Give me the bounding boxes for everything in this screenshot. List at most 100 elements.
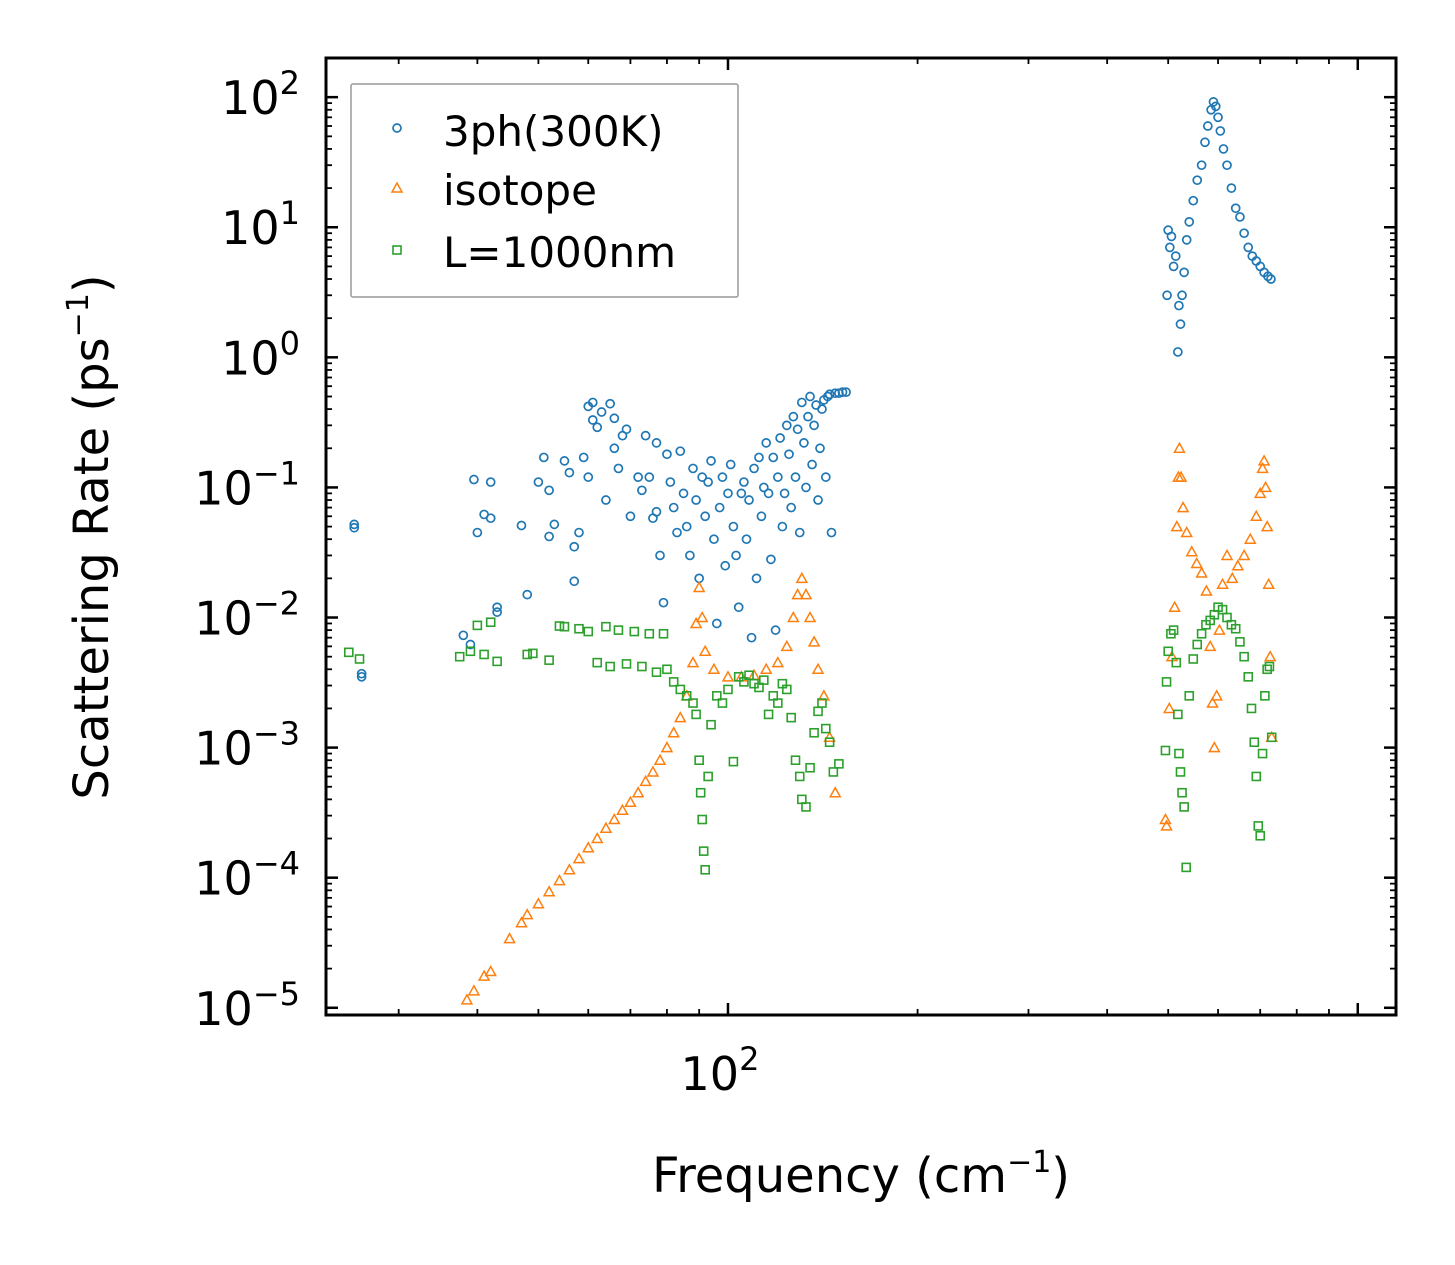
data-point — [564, 467, 575, 478]
data-point — [790, 755, 801, 766]
data-point — [563, 863, 576, 875]
data-point — [1171, 657, 1182, 668]
data-point — [706, 456, 716, 466]
data-point — [1260, 691, 1270, 701]
data-point — [485, 477, 496, 487]
data-point — [1160, 745, 1171, 756]
tick-labels: 102 101 100 10−1 10−2 10−3 10−4 10−5 102 — [194, 64, 759, 1101]
data-point — [609, 443, 620, 454]
data-point — [741, 534, 752, 545]
data-point — [485, 617, 496, 628]
data-point — [465, 646, 476, 657]
data-point — [1196, 628, 1207, 639]
legend-marker-3ph — [392, 123, 402, 133]
data-point — [1195, 566, 1208, 578]
data-point — [458, 630, 469, 641]
data-point — [796, 397, 807, 408]
data-point — [569, 576, 580, 587]
data-point — [1222, 160, 1232, 171]
data-point — [1179, 267, 1189, 278]
data-point — [723, 684, 733, 695]
data-point — [1266, 274, 1276, 284]
data-point — [1180, 525, 1193, 538]
data-point — [725, 459, 736, 470]
data-point — [1162, 290, 1172, 301]
data-point — [492, 656, 502, 667]
data-point — [1170, 251, 1181, 261]
data-point — [633, 472, 643, 482]
data-point — [1235, 637, 1245, 647]
data-point — [609, 413, 620, 424]
data-point — [590, 831, 604, 844]
legend-marker-L1000nm — [392, 245, 402, 255]
legend-marker-isotope — [390, 181, 404, 193]
data-point — [605, 398, 616, 409]
data-point — [667, 726, 680, 738]
data-point — [1210, 689, 1223, 701]
data-point — [532, 897, 545, 909]
data-point — [639, 774, 652, 787]
data-point — [1174, 748, 1184, 759]
data-point — [689, 616, 703, 629]
data-point — [583, 626, 594, 637]
data-point — [1206, 696, 1219, 708]
data-point — [472, 527, 483, 538]
data-point — [711, 618, 722, 629]
data-point — [1179, 802, 1189, 812]
data-point — [544, 655, 554, 665]
data-point — [354, 654, 365, 664]
data-point — [544, 531, 554, 542]
data-point — [805, 391, 815, 402]
data-point — [621, 659, 632, 669]
data-point — [754, 452, 764, 463]
data-point — [629, 626, 640, 637]
data-point — [803, 610, 817, 623]
data-point — [640, 430, 651, 441]
data-point — [815, 443, 825, 454]
data-point — [662, 449, 672, 460]
data-point — [1253, 821, 1264, 831]
y-tick-label: 102 — [221, 64, 300, 125]
data-point — [533, 477, 544, 487]
data-point — [1256, 461, 1269, 474]
data-point — [786, 712, 796, 723]
data-point — [780, 639, 794, 652]
data-point — [631, 786, 645, 798]
data-point — [1243, 672, 1254, 682]
data-point — [1262, 664, 1272, 675]
data-point — [837, 387, 848, 397]
data-point — [454, 651, 465, 662]
data-point — [779, 488, 790, 499]
data-point — [685, 550, 695, 561]
legend-label-isotope: isotope — [443, 166, 597, 215]
data-point — [472, 620, 483, 631]
data-point — [655, 550, 665, 561]
data-point — [1260, 520, 1274, 532]
data-point — [469, 474, 479, 485]
legend-marker-symbol — [390, 181, 404, 193]
data-point — [503, 932, 516, 944]
data-point — [621, 424, 632, 435]
series-0 — [349, 97, 1276, 682]
data-point — [1218, 144, 1229, 154]
data-point — [763, 709, 774, 720]
data-point — [356, 668, 367, 679]
data-point — [763, 488, 774, 499]
data-point — [739, 677, 749, 687]
data-point — [1262, 577, 1275, 590]
data-point — [651, 667, 662, 677]
data-point — [613, 625, 624, 635]
data-point — [578, 452, 589, 463]
data-point — [697, 814, 707, 825]
data-point — [613, 463, 624, 474]
data-point — [1185, 545, 1199, 557]
data-point — [651, 506, 662, 517]
data-point — [744, 495, 754, 505]
data-point — [801, 802, 811, 812]
data-point — [1255, 830, 1266, 841]
data-point — [1230, 203, 1241, 214]
data-point — [1239, 228, 1249, 239]
data-point — [1210, 101, 1221, 112]
plot-area — [344, 97, 1278, 1005]
data-point — [766, 554, 776, 565]
